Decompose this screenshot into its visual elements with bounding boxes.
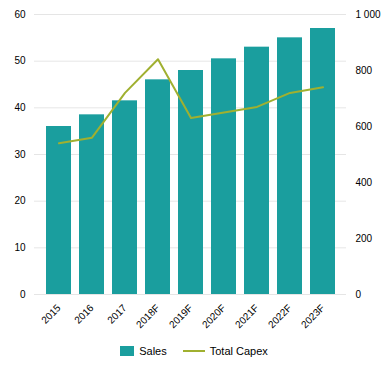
- html-text:Sales: Sales: [139, 345, 167, 357]
- svg-text:0: 0: [20, 289, 26, 300]
- svg-text:400: 400: [356, 177, 373, 188]
- svg-text:50: 50: [14, 55, 26, 66]
- svg-text:20: 20: [14, 195, 26, 206]
- svg-text:200: 200: [356, 233, 373, 244]
- svg-text:600: 600: [356, 121, 373, 132]
- svg-text:60: 60: [14, 9, 26, 20]
- svg-text:2022F: 2022F: [266, 302, 294, 330]
- svg-text:2021F: 2021F: [233, 302, 261, 330]
- svg-text:0: 0: [356, 289, 362, 300]
- svg-text:2020F: 2020F: [200, 302, 228, 330]
- svg-text:1 000: 1 000: [356, 9, 381, 20]
- svg-text:800: 800: [356, 65, 373, 76]
- svg-text:2019F: 2019F: [167, 302, 195, 330]
- svg-text:2018F: 2018F: [134, 302, 162, 330]
- svg-text:40: 40: [14, 102, 26, 113]
- html-text:Total Capex: Total Capex: [209, 345, 268, 357]
- svg-text:2017: 2017: [105, 302, 129, 326]
- svg-text:30: 30: [14, 149, 26, 160]
- svg-text:2016: 2016: [72, 302, 96, 326]
- svg-text:10: 10: [14, 242, 26, 253]
- svg-text:2023F: 2023F: [299, 302, 327, 330]
- svg-text:2015: 2015: [39, 302, 63, 326]
